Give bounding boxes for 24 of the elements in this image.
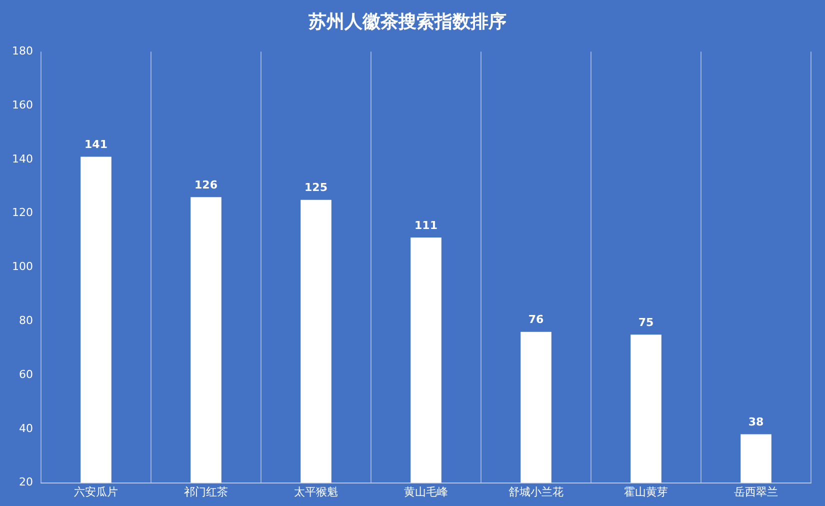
y-tick-label: 60: [18, 368, 33, 381]
x-tick-label: 六安瓜片: [74, 485, 118, 498]
y-tick-label: 80: [18, 314, 33, 327]
y-tick-label: 100: [12, 260, 33, 274]
x-tick-label: 黄山毛峰: [404, 485, 448, 498]
chart-title: 苏州人徽茶搜索指数排序: [308, 11, 506, 32]
data-label: 126: [194, 178, 218, 192]
x-tick-label: 祁门红茶: [184, 485, 228, 498]
data-label: 38: [748, 416, 764, 429]
y-tick-label: 20: [18, 476, 33, 489]
y-tick-label: 160: [12, 98, 33, 112]
y-tick-label: 140: [12, 152, 33, 166]
data-label: 141: [84, 138, 108, 152]
y-tick-label: 40: [18, 422, 33, 435]
data-label: 76: [528, 313, 544, 326]
x-tick-label: 舒城小兰花: [508, 485, 564, 498]
x-tick-label: 霍山黄芽: [624, 485, 668, 498]
x-tick-label: 岳西翠兰: [734, 485, 778, 498]
x-tick-label: 太平猴魁: [294, 485, 338, 498]
y-tick-label: 180: [12, 44, 33, 58]
data-label: 111: [414, 218, 438, 232]
data-label: 125: [304, 181, 328, 194]
y-tick-label: 120: [12, 206, 33, 220]
data-label: 75: [638, 316, 654, 329]
